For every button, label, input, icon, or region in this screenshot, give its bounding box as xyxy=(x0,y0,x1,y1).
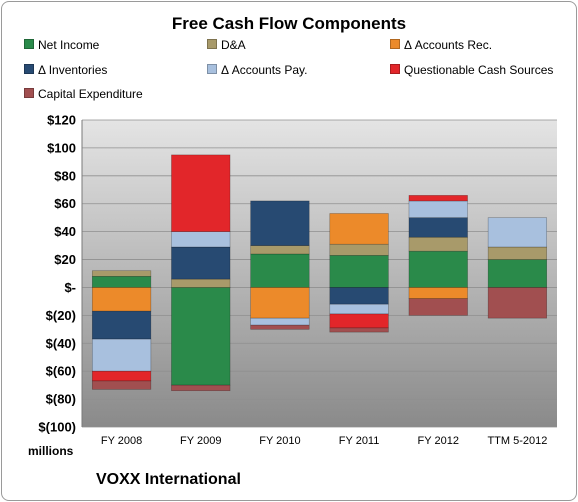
bar-segment-delta-accounts-rec xyxy=(91,287,152,312)
legend-label-net-income: Net Income xyxy=(38,38,100,52)
bar-segment-questionable-cash-sources xyxy=(171,154,231,232)
legend-item-net-income: Net Income xyxy=(24,38,99,52)
legend-label-delta-inventories: Δ Inventories xyxy=(38,63,108,77)
bar-segment-danda xyxy=(487,246,548,260)
bar-segment-delta-accounts-pay xyxy=(91,338,152,372)
legend-label-danda: D&A xyxy=(221,38,246,52)
bar-segment-questionable-cash-sources xyxy=(408,195,468,202)
legend-swatch-questionable-cash-sources xyxy=(390,64,400,74)
x-tick-label: TTM 5-2012 xyxy=(487,435,547,447)
bar-segment-questionable-cash-sources xyxy=(329,313,389,329)
bar-segment-danda xyxy=(250,245,310,255)
legend-item-delta-accounts-pay: Δ Accounts Pay. xyxy=(207,63,308,77)
bar-segment-net-income xyxy=(91,275,152,288)
legend-label-capital-expenditure: Capital Expenditure xyxy=(38,87,143,101)
x-tick-label: FY 2010 xyxy=(259,435,300,447)
x-tick-label: FY 2008 xyxy=(101,435,142,447)
y-tick-label: $(20) xyxy=(46,308,76,323)
legend-label-delta-accounts-rec: Δ Accounts Rec. xyxy=(404,38,493,52)
legend-swatch-danda xyxy=(207,39,217,49)
bar-segment-delta-inventories xyxy=(408,217,468,238)
y-tick-label: $20 xyxy=(54,252,76,267)
legend-swatch-delta-accounts-pay xyxy=(207,64,217,74)
bar-segment-delta-accounts-pay xyxy=(487,217,548,248)
bar-segment-delta-inventories xyxy=(171,246,231,280)
legend-swatch-delta-inventories xyxy=(24,64,34,74)
plot-area xyxy=(82,120,557,427)
legend-item-delta-inventories: Δ Inventories xyxy=(24,63,107,77)
bar-segment-danda xyxy=(408,236,468,252)
y-tick-label: $100 xyxy=(47,140,76,155)
y-tick-label: $40 xyxy=(54,224,76,239)
legend-swatch-capital-expenditure xyxy=(24,88,34,98)
bar-segment-danda xyxy=(171,278,231,288)
legend-item-danda: D&A xyxy=(207,38,246,52)
y-tick-label: $120 xyxy=(47,113,76,128)
legend-swatch-delta-accounts-rec xyxy=(390,39,400,49)
x-tick-label: FY 2011 xyxy=(339,435,380,447)
bar-segment-delta-accounts-pay xyxy=(250,317,310,326)
bar-segment-net-income xyxy=(408,250,468,288)
y-tick-label: $(100) xyxy=(38,420,76,435)
bar-segment-capital-expenditure xyxy=(487,287,548,319)
bar-segment-capital-expenditure xyxy=(91,380,152,390)
bar-segment-capital-expenditure xyxy=(250,324,310,330)
y-tick-label: $80 xyxy=(54,168,76,183)
bar-segment-delta-inventories xyxy=(329,287,389,305)
y-tick-label: $60 xyxy=(54,196,76,211)
bar-segment-net-income xyxy=(329,255,389,288)
y-tick-label: $- xyxy=(64,280,76,295)
legend-item-questionable-cash-sources: Questionable Cash Sources xyxy=(390,63,553,77)
company-name: VOXX International xyxy=(96,471,241,488)
legend-label-questionable-cash-sources: Questionable Cash Sources xyxy=(404,63,554,77)
bar-segment-net-income xyxy=(487,259,548,288)
legend-item-capital-expenditure: Capital Expenditure xyxy=(24,87,143,101)
legend-swatch-net-income xyxy=(24,39,34,49)
bar-segment-delta-accounts-rec xyxy=(408,287,468,299)
y-tick-label: $(60) xyxy=(46,364,76,379)
bar-segment-delta-accounts-pay xyxy=(171,231,231,248)
legend-label-delta-accounts-pay: Δ Accounts Pay. xyxy=(221,63,308,77)
bar-segment-danda xyxy=(91,270,152,277)
bar-segment-questionable-cash-sources xyxy=(91,370,152,382)
bar-segment-capital-expenditure xyxy=(408,298,468,316)
bar-segment-capital-expenditure xyxy=(171,384,231,392)
bar-segment-capital-expenditure xyxy=(329,327,389,333)
x-tick-label: FY 2009 xyxy=(180,435,221,447)
bar-segment-net-income xyxy=(171,287,231,386)
bar-segment-delta-accounts-rec xyxy=(329,213,389,245)
x-tick-label: FY 2012 xyxy=(418,435,459,447)
bar-segment-delta-accounts-rec xyxy=(250,287,310,319)
bar-segment-delta-accounts-pay xyxy=(408,200,468,218)
bar-segment-net-income xyxy=(250,253,310,288)
bar-segment-delta-accounts-pay xyxy=(329,303,389,315)
bar-segment-danda xyxy=(329,243,389,256)
y-tick-label: $(40) xyxy=(46,336,76,351)
y-tick-label: $(80) xyxy=(46,392,76,407)
chart-title: Free Cash Flow Components xyxy=(171,14,407,33)
y-axis-unit-label: millions xyxy=(28,444,74,458)
legend-item-delta-accounts-rec: Δ Accounts Rec. xyxy=(390,38,492,52)
bar-segment-delta-inventories xyxy=(91,310,152,340)
bar-segment-delta-inventories xyxy=(250,200,310,246)
